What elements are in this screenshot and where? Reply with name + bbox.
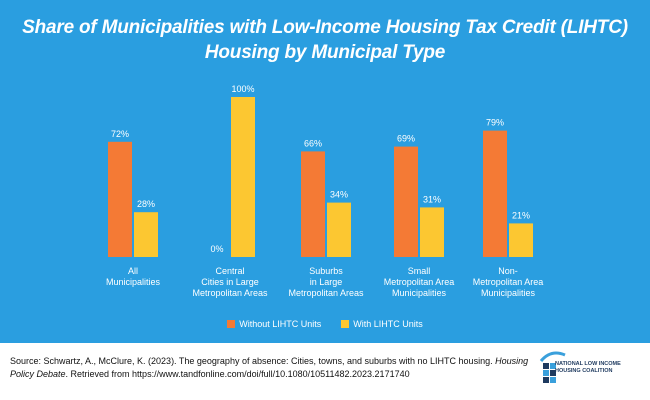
legend-swatch-without bbox=[227, 320, 236, 328]
source-url: . Retrieved from https://www.tandfonline… bbox=[65, 369, 410, 379]
data-label-without-4: 79% bbox=[486, 118, 504, 128]
category-label-1: Central Cities in Large Metropolitan Are… bbox=[192, 266, 268, 298]
logo-line-1: NATIONAL LOW INCOME bbox=[555, 361, 621, 367]
data-label-without-0: 72% bbox=[111, 129, 129, 139]
legend-label-with: With LIHTC Units bbox=[353, 319, 423, 329]
data-label-with-4: 21% bbox=[512, 210, 530, 220]
bar-with-1 bbox=[231, 97, 255, 257]
bar-with-3 bbox=[420, 207, 444, 257]
source-citation: Source: Schwartz, A., McClure, K. (2023)… bbox=[10, 355, 530, 381]
bar-with-2 bbox=[327, 202, 351, 257]
bar-with-4 bbox=[509, 223, 533, 257]
legend-item-without: Without LIHTC Units bbox=[227, 319, 321, 329]
data-label-with-3: 31% bbox=[423, 194, 441, 204]
category-label-4: Non- Metropolitan Area Municipalities bbox=[472, 266, 544, 298]
chart-title-line-2: Housing by Municipal Type bbox=[204, 42, 446, 63]
data-label-with-2: 34% bbox=[330, 190, 348, 200]
bar-without-0 bbox=[108, 141, 132, 257]
category-label-0: All Municipalities bbox=[105, 266, 161, 287]
legend-swatch-with bbox=[341, 320, 350, 328]
data-label-without-2: 66% bbox=[304, 138, 322, 148]
nlihc-logo bbox=[539, 351, 566, 383]
footer: Source: Schwartz, A., McClure, K. (2023)… bbox=[0, 343, 650, 400]
bar-without-2 bbox=[301, 151, 325, 257]
chart-title-line-1: Share of Municipalities with Low-Income … bbox=[22, 17, 628, 38]
bar-without-3 bbox=[394, 146, 418, 257]
legend-label-without: Without LIHTC Units bbox=[239, 319, 322, 329]
logo-line-2: HOUSING COALITION bbox=[555, 368, 613, 374]
bar-without-4 bbox=[483, 130, 507, 257]
legend-item-with: With LIHTC Units bbox=[341, 319, 423, 329]
bar-with-0 bbox=[134, 212, 158, 257]
data-label-without-3: 69% bbox=[397, 134, 415, 144]
chart-background: Share of Municipalities with Low-Income … bbox=[0, 0, 650, 343]
data-label-without-1: 0% bbox=[210, 244, 223, 254]
legend: Without LIHTC Units With LIHTC Units bbox=[0, 319, 650, 329]
data-label-with-0: 28% bbox=[137, 199, 155, 209]
bar-chart: 72% 28% 0% 100% 66% 34% 69% 31% 79% 21% bbox=[108, 84, 533, 257]
category-label-2: Suburbs in Large Metropolitan Areas bbox=[288, 266, 364, 298]
category-label-3: Small Metropolitan Area Municipalities bbox=[383, 266, 455, 298]
logo-text: NATIONAL LOW INCOME HOUSING COALITION bbox=[555, 361, 647, 375]
data-label-with-1: 100% bbox=[231, 84, 254, 94]
source-journal: Housing Policy Debate bbox=[10, 356, 529, 379]
source-text: Source: Schwartz, A., McClure, K. (2023)… bbox=[10, 356, 496, 366]
